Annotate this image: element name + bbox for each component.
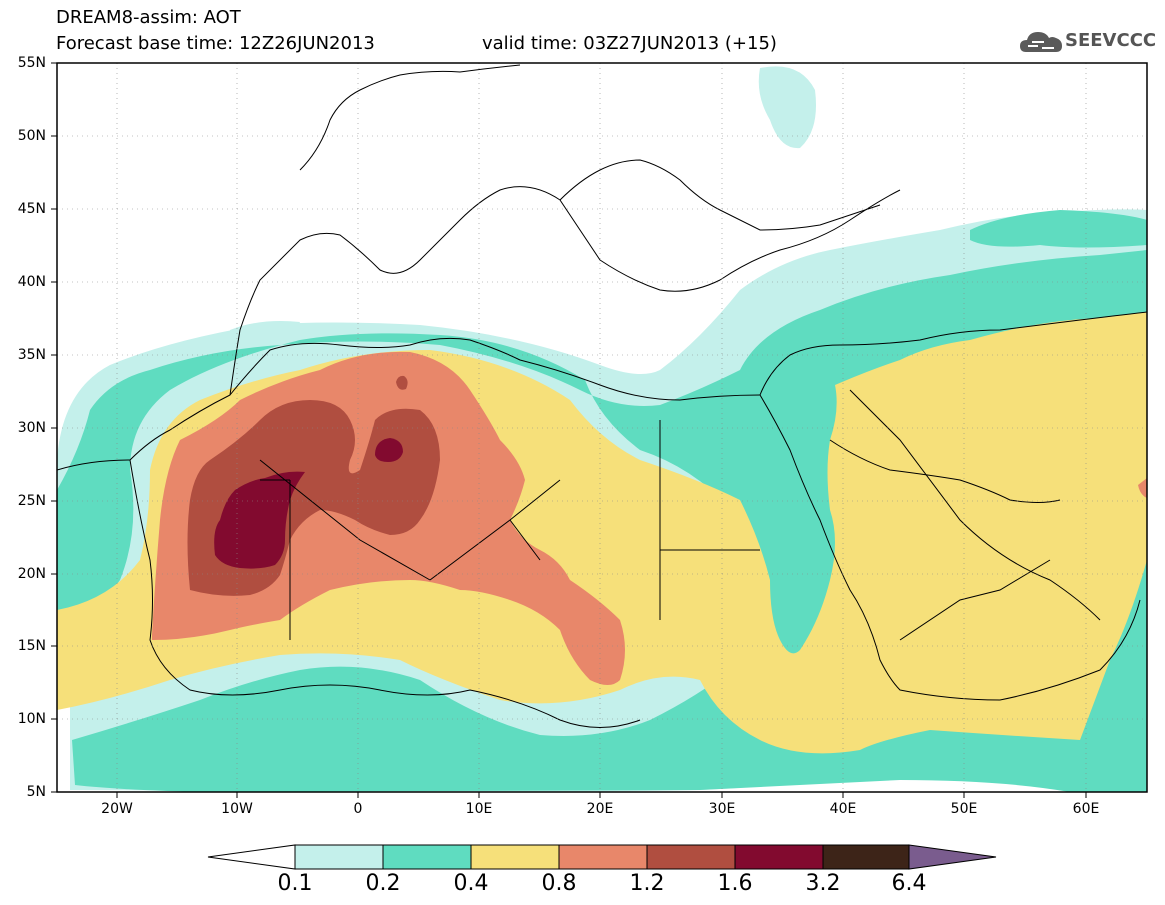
colorbar-swatch-1 [294, 844, 384, 870]
colorbar-swatch-0 [207, 844, 296, 870]
contour-0.1-ukraine [758, 66, 816, 149]
colorbar-label: 0.4 [453, 871, 489, 896]
contour-0.1-iberia [230, 321, 300, 346]
lon-label: 40E [829, 801, 857, 817]
colorbar-label: 1.2 [629, 871, 665, 896]
lat-label: 20N [17, 566, 46, 582]
forecast-base-time: Forecast base time: 12Z26JUN2013 [56, 33, 375, 54]
colorbar [207, 844, 997, 870]
lon-label: 10W [221, 801, 253, 817]
graticule [57, 63, 1147, 792]
lat-label: 55N [17, 55, 46, 71]
valid-time: valid time: 03Z27JUN2013 (+15) [482, 33, 777, 54]
map-title: DREAM8-assim: AOT [56, 7, 241, 28]
colorbar-swatch-7 [822, 844, 910, 870]
contour-0.2-caspian [970, 210, 1147, 248]
lat-label: 45N [17, 201, 46, 217]
colorbar-label: 0.8 [541, 871, 577, 896]
aot-contours [57, 66, 1147, 792]
colorbar-label: 3.2 [805, 871, 841, 896]
colorbar-label: 6.4 [891, 871, 927, 896]
contour-1.6-spot [375, 438, 403, 462]
colorbar-swatch-5 [646, 844, 736, 870]
contour-1.2-spot [396, 375, 408, 390]
lon-label: 50E [950, 801, 978, 817]
colorbar-swatch-3 [470, 844, 560, 870]
colorbar-swatch-6 [734, 844, 824, 870]
lat-label: 50N [17, 128, 46, 144]
colorbar-swatch-2 [382, 844, 472, 870]
coastlines [57, 64, 1147, 728]
lat-label: 30N [17, 420, 46, 436]
lat-label: 5N [26, 784, 46, 800]
lon-label: 60E [1072, 801, 1100, 817]
colorbar-label: 1.6 [717, 871, 753, 896]
lon-label: 10E [465, 801, 493, 817]
lon-label: 0 [353, 801, 363, 817]
lat-label: 35N [17, 347, 46, 363]
colorbar-swatch-4 [558, 844, 648, 870]
cloud-icon [1020, 32, 1062, 52]
lon-label: 30E [708, 801, 736, 817]
contour-0.8-yemen [1138, 478, 1147, 498]
lat-label: 10N [17, 711, 46, 727]
lat-label: 40N [17, 274, 46, 290]
colorbar-label: 0.1 [277, 871, 313, 896]
colorbar-label: 0.2 [365, 871, 401, 896]
axis-ticks [51, 62, 1087, 798]
logo-text: SEEVCCC [1065, 30, 1157, 51]
lon-label: 20E [586, 801, 614, 817]
contour-1.6 [214, 471, 305, 569]
lat-label: 25N [17, 493, 46, 509]
contour-0.4-gulf [973, 340, 1147, 460]
colorbar-swatch-8 [908, 844, 997, 870]
lon-label: 20W [101, 801, 133, 817]
lat-label: 15N [17, 638, 46, 654]
